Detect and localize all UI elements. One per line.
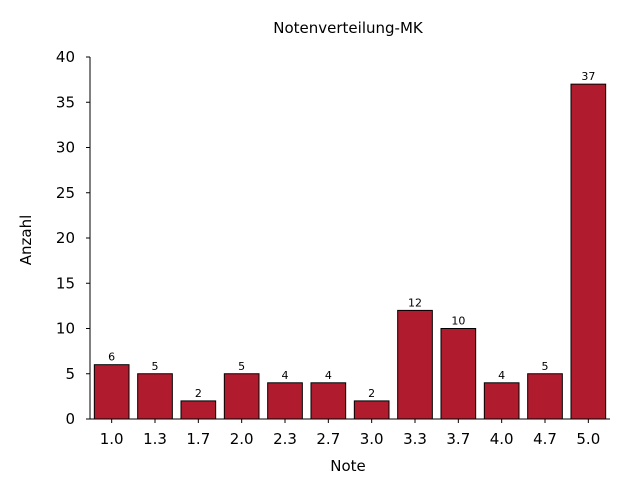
data-label-4.7: 5 [542,360,549,373]
x-tick-label-4.0: 4.0 [490,430,514,448]
x-tick-label-4.7: 4.7 [533,430,557,448]
data-label-5.0: 37 [581,70,595,83]
bar-3.3 [397,309,433,420]
bar-4.0 [483,382,520,420]
bar-3.0 [353,400,390,420]
bar-4.7 [527,373,563,420]
data-label-4.0: 4 [498,369,505,382]
data-label-1.3: 5 [152,360,159,373]
bar-1.7 [180,400,217,420]
bar-3.7 [440,328,477,420]
bar-2.0 [223,373,260,420]
bar-2.3 [267,382,303,420]
data-label-3.3: 12 [408,296,422,309]
x-tick-label-2.7: 2.7 [316,430,340,448]
y-tick-label-35: 35 [56,93,75,111]
y-tick-label-40: 40 [56,48,75,66]
y-tick-label-15: 15 [56,274,75,292]
x-tick-label-3.7: 3.7 [446,430,470,448]
x-tick-label-2.0: 2.0 [230,430,254,448]
y-axis-label: Anzahl [17,215,35,266]
y-tick-label-30: 30 [56,139,75,157]
bar-1.3 [137,373,173,420]
x-tick-label-3.3: 3.3 [403,430,427,448]
data-label-3.0: 2 [368,387,375,400]
chart-title: Notenverteilung-MK [273,19,424,37]
bar-2.7 [310,382,347,420]
x-axis-label: Note [330,457,366,475]
data-label-3.7: 10 [451,315,465,328]
data-label-2.0: 5 [238,360,245,373]
data-label-2.7: 4 [325,369,332,382]
data-label-1.7: 2 [195,387,202,400]
y-axis-ticks: 0 5 10 15 20 25 30 35 40 [56,48,90,428]
y-tick-label-25: 25 [56,184,75,202]
x-tick-label-1.0: 1.0 [100,430,124,448]
x-axis-ticks: 1.0 1.3 1.7 2.0 2.3 2.7 3.0 3.3 3.7 4.0 4.7 5.0 [100,419,600,448]
x-tick-label-1.7: 1.7 [186,430,210,448]
y-tick-label-20: 20 [56,229,75,247]
bars-group: 6 5 2 5 4 4 2 12 10 4 5 37 [93,70,607,420]
y-tick-label-10: 10 [56,320,75,338]
x-tick-label-3.0: 3.0 [360,430,384,448]
y-tick-label-5: 5 [65,365,75,383]
x-tick-label-2.3: 2.3 [273,430,297,448]
bar-5.0 [570,83,607,420]
bar-1.0 [93,364,130,420]
x-tick-label-1.3: 1.3 [143,430,167,448]
data-label-1.0: 6 [108,351,115,364]
x-tick-label-5.0: 5.0 [576,430,600,448]
data-label-2.3: 4 [282,369,289,382]
y-tick-label-0: 0 [65,410,75,428]
